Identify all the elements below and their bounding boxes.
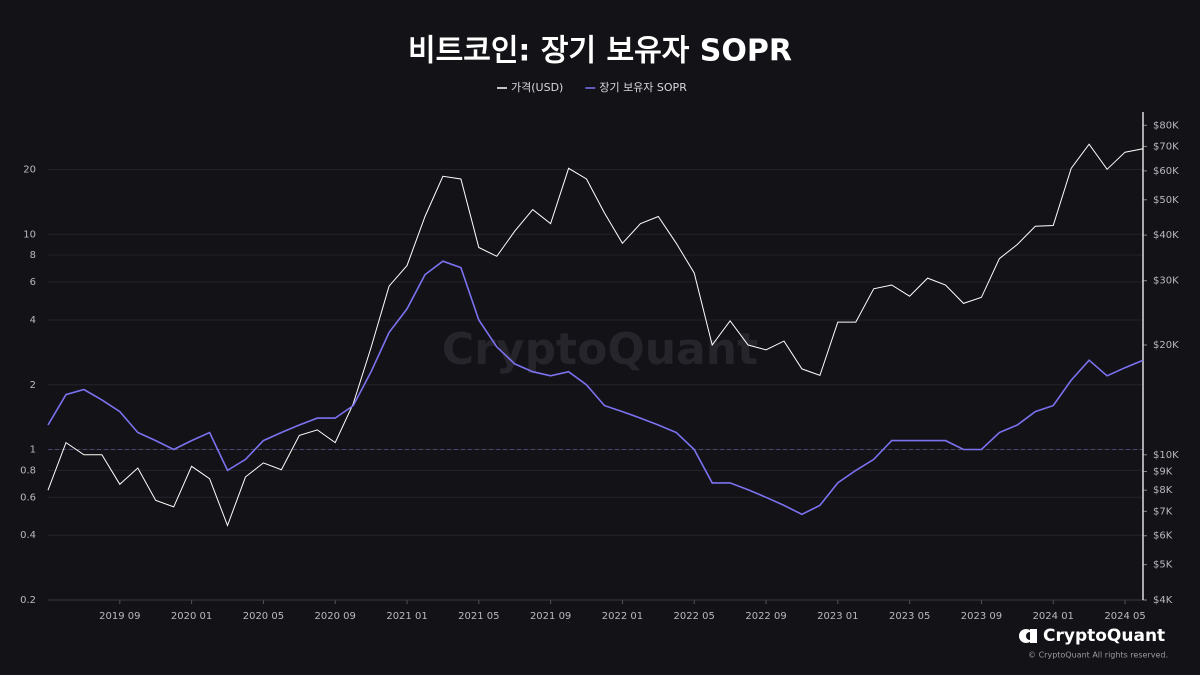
x-tick-label: 2024 05 xyxy=(1104,611,1145,622)
x-tick-label: 2023 05 xyxy=(889,611,930,622)
y2-tick-label: $7K xyxy=(1153,506,1173,517)
x-tick-label: 2023 01 xyxy=(817,611,858,622)
brand: CryptoQuant xyxy=(1043,626,1165,646)
series-line xyxy=(47,143,1144,527)
y2-tick-label: $6K xyxy=(1153,531,1173,542)
legend-label: 장기 보유자 SOPR xyxy=(599,81,687,94)
y-tick-label: 1 xyxy=(30,445,36,456)
y-tick-label: 0.4 xyxy=(20,530,36,541)
y2-tick-label: $9K xyxy=(1153,466,1173,477)
y-tick-label: 20 xyxy=(23,165,36,176)
y2-tick-label: $70K xyxy=(1153,141,1179,152)
y2-tick-label: $10K xyxy=(1153,450,1179,461)
x-tick-label: 2022 05 xyxy=(674,611,715,622)
y-tick-label: 0.2 xyxy=(20,595,36,606)
y2-tick-label: $80K xyxy=(1153,120,1179,131)
y-tick-label: 4 xyxy=(30,315,36,326)
x-tick-label: 2022 09 xyxy=(745,611,786,622)
x-tick-label: 2020 05 xyxy=(243,611,284,622)
series-line xyxy=(47,260,1144,516)
x-tick-label: 2022 01 xyxy=(602,611,643,622)
legend-label: 가격(USD) xyxy=(511,81,563,94)
watermark: CryptoQuant xyxy=(442,324,758,375)
y-tick-label: 10 xyxy=(23,229,36,240)
x-tick-label: 2021 09 xyxy=(530,611,571,622)
y2-tick-label: $4K xyxy=(1153,595,1173,606)
y-tick-label: 0.6 xyxy=(20,492,36,503)
y-tick-label: 6 xyxy=(30,277,36,288)
y2-tick-label: $20K xyxy=(1153,340,1179,351)
y-tick-label: 2 xyxy=(30,380,36,391)
y2-tick-label: $40K xyxy=(1153,230,1179,241)
y-tick-label: 0.8 xyxy=(20,465,36,476)
x-tick-label: 2019 09 xyxy=(99,611,140,622)
chart-title: 비트코인: 장기 보유자 SOPR xyxy=(408,34,792,69)
y2-tick-label: $5K xyxy=(1153,560,1173,571)
x-tick-label: 2021 05 xyxy=(458,611,499,622)
y2-tick-label: $60K xyxy=(1153,166,1179,177)
y-tick-label: 8 xyxy=(30,250,36,261)
x-tick-label: 2024 01 xyxy=(1033,611,1074,622)
y2-tick-label: $8K xyxy=(1153,485,1173,496)
brand-logo xyxy=(1019,629,1037,643)
y2-tick-label: $50K xyxy=(1153,195,1179,206)
x-tick-label: 2021 01 xyxy=(386,611,427,622)
y2-tick-label: $30K xyxy=(1153,276,1179,287)
x-tick-label: 2020 09 xyxy=(315,611,356,622)
x-tick-label: 2020 01 xyxy=(171,611,212,622)
copyright: © CryptoQuant All rights reserved. xyxy=(1028,651,1168,660)
x-tick-label: 2023 09 xyxy=(961,611,1002,622)
